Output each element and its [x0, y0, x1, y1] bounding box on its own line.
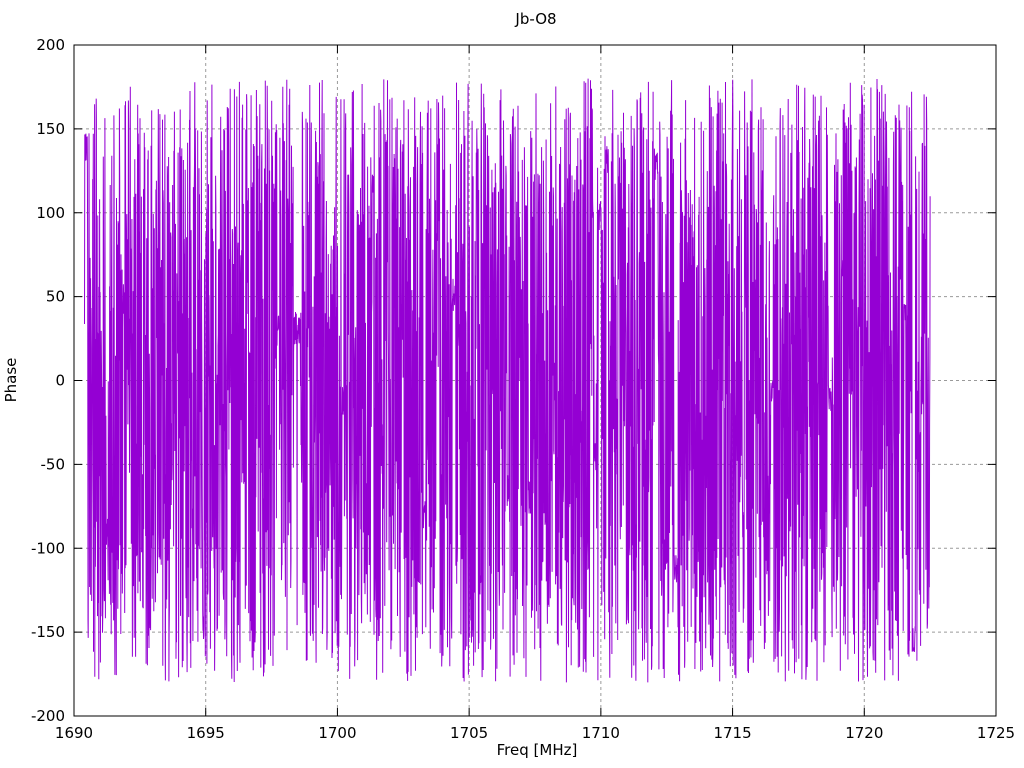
chart-title: Jb-O8	[514, 10, 556, 28]
series-layer	[84, 78, 931, 683]
y-tick-label: 0	[55, 372, 65, 390]
y-tick-label: -50	[41, 455, 66, 473]
y-tick-label: 150	[36, 120, 65, 138]
x-tick-label: 1720	[845, 724, 883, 742]
x-tick-label: 1715	[713, 724, 751, 742]
y-axis-label: Phase	[2, 358, 20, 403]
phase-series-line	[84, 78, 931, 683]
tick-mark-layer	[73, 44, 997, 717]
y-tick-label: 200	[36, 36, 65, 54]
y-tick-label: -150	[31, 623, 65, 641]
x-tick-label: 1695	[187, 724, 225, 742]
y-tick-label-layer: -200 -150 -100 -50 0 50 100 150 200	[31, 36, 65, 725]
x-axis-label: Freq [MHz]	[497, 741, 578, 759]
y-tick-label: 100	[36, 204, 65, 222]
x-tick-label-layer: 1690 1695 1700 1705 1710 1715 1720 1725	[55, 724, 1015, 742]
x-tick-label: 1705	[450, 724, 488, 742]
x-tick-label: 1700	[318, 724, 356, 742]
y-tick-label: 50	[46, 288, 65, 306]
y-tick-label: -100	[31, 539, 65, 557]
x-tick-label: 1690	[55, 724, 93, 742]
y-tick-label: -200	[31, 707, 65, 725]
x-tick-label: 1710	[582, 724, 620, 742]
x-tick-label: 1725	[977, 724, 1015, 742]
